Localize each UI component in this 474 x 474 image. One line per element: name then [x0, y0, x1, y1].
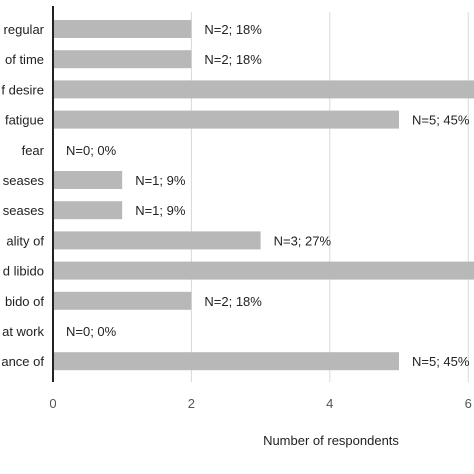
x-tick-label: 2: [188, 396, 195, 411]
value-labels: N=2; 18% N=2; 18% N=5; 45% N=0; 0% N=1; 9% N=…: [66, 22, 470, 369]
bar: [53, 201, 123, 220]
x-tick-label: 0: [49, 396, 56, 411]
bar: [53, 110, 399, 129]
category-label: f desire: [1, 82, 44, 97]
category-label: seases: [3, 173, 45, 188]
data-label: N=5; 45%: [412, 354, 470, 369]
data-label: N=1; 9%: [135, 173, 186, 188]
category-label: regular: [4, 22, 45, 37]
data-label: N=2; 18%: [204, 294, 262, 309]
bars: [53, 20, 474, 371]
x-tick-label: 4: [326, 396, 333, 411]
bar: [53, 231, 261, 250]
x-tick-label: 6: [465, 396, 472, 411]
data-label: N=2; 18%: [204, 22, 262, 37]
category-label: seases: [3, 203, 45, 218]
x-tick-labels: 0 2 4 6: [49, 396, 471, 411]
bar: [53, 50, 192, 69]
category-label: bido of: [5, 294, 44, 309]
category-label: d libido: [3, 264, 44, 279]
data-label: N=3; 27%: [274, 233, 332, 248]
category-label: ance of: [1, 354, 44, 369]
data-label: N=2; 18%: [204, 52, 262, 67]
x-axis-title: Number of respondents: [263, 433, 399, 448]
gridlines: [190, 12, 469, 382]
category-label: of time: [5, 52, 44, 67]
data-label: N=0; 0%: [66, 143, 117, 158]
category-label: fatigue: [5, 113, 44, 128]
bar: [53, 20, 192, 38]
category-label: ality of: [6, 233, 44, 248]
data-label: N=1; 9%: [135, 203, 186, 218]
bar: [53, 261, 474, 280]
category-label: at work: [2, 324, 44, 339]
bar: [53, 352, 399, 371]
bar: [53, 171, 123, 189]
category-label: fear: [22, 143, 45, 158]
bar: [53, 80, 474, 99]
bar: [53, 291, 192, 310]
category-labels: regular of time f desire fatigue fear seases s…: [1, 22, 44, 369]
data-label: N=5; 45%: [412, 113, 470, 128]
data-label: N=0; 0%: [66, 324, 117, 339]
